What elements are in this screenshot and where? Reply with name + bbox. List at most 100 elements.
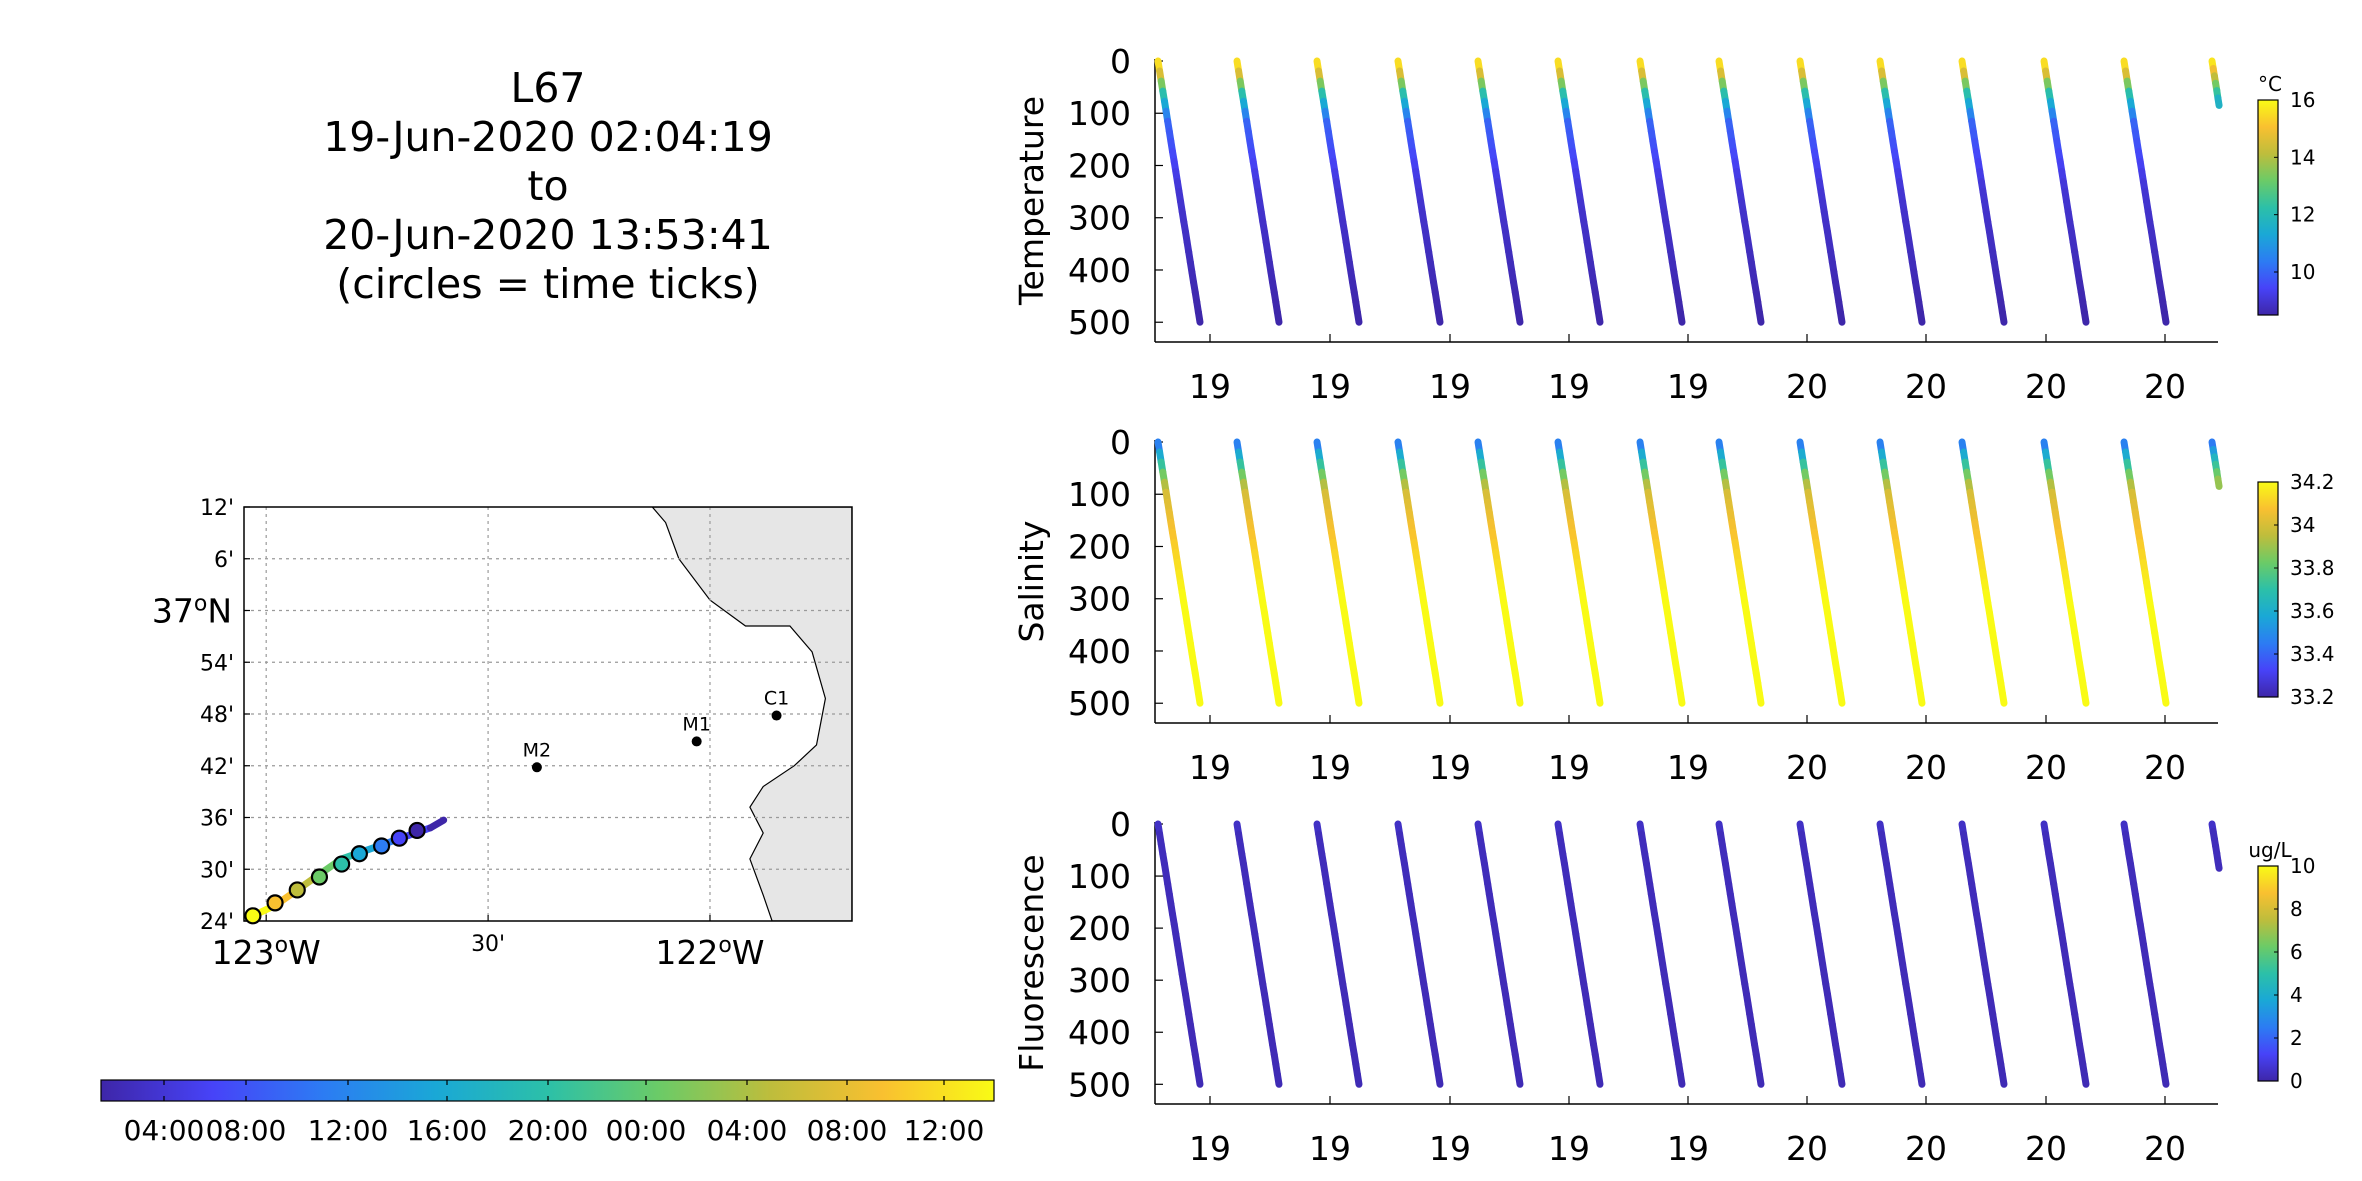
profile-segment — [1194, 1070, 1204, 1088]
title-to: to — [527, 162, 569, 210]
panel-colorbar-tick-label: 14 — [2290, 145, 2315, 169]
profile-trace — [1474, 820, 1524, 1088]
map-x-tick-label: 30' — [471, 932, 505, 957]
profile-segment — [1998, 1070, 2008, 1088]
map-y-tick-label: 36' — [200, 807, 234, 832]
profile-segment — [2214, 857, 2223, 872]
panel-colorbar-tick-label: 10 — [2290, 854, 2315, 878]
profile-segment — [1594, 308, 1604, 326]
panel-x-tick-label: 19 — [1429, 748, 1471, 787]
panel-x-tick-label: 20 — [2144, 367, 2186, 406]
panel-colorbar-tick-label: 34 — [2290, 513, 2315, 537]
profile-segment — [1434, 689, 1444, 707]
profile-trace — [1154, 438, 1204, 707]
map-y-tick-label: 24' — [200, 910, 234, 935]
panel-x-tick-label: 19 — [1309, 367, 1351, 406]
station-label: M2 — [523, 739, 551, 761]
map-y-tick-label: 37oN — [152, 592, 232, 631]
profile-segment — [1836, 689, 1846, 707]
panel-y-tick-label: 0 — [1110, 423, 1131, 462]
panel-colorbar-tick-label: 33.4 — [2290, 642, 2335, 666]
time-tick-circle — [390, 829, 408, 847]
panel-x-tick-label: 20 — [2144, 748, 2186, 787]
temperature-panel: 0 100 200 300 400 500 Temperature 19 19 19 19 19 20 2… — [1012, 42, 2315, 406]
profile-trace — [1474, 57, 1524, 326]
panel-x-tick-label: 19 — [1667, 1129, 1709, 1168]
profile-segment — [1916, 1070, 1926, 1088]
profile-segment — [1194, 689, 1204, 707]
panel-x-tick-label: 19 — [1548, 1129, 1590, 1168]
profile-segment — [1434, 1070, 1444, 1088]
profile-segment — [1998, 308, 2008, 326]
panel-y-tick-label: 0 — [1110, 42, 1131, 81]
map-y-tick-label: 54' — [200, 651, 234, 676]
profile-segment — [2160, 308, 2170, 326]
profile-segment — [2080, 308, 2090, 326]
map-x-tick-label: 123oW — [212, 933, 321, 972]
profile-trace — [1715, 438, 1765, 707]
profile-segment — [1836, 1070, 1846, 1088]
panel-colorbar-tick-label: 8 — [2290, 897, 2303, 921]
title-glider: L67 — [510, 64, 586, 112]
profile-trace — [1313, 820, 1363, 1088]
panel-y-tick-label: 200 — [1068, 527, 1131, 566]
time-colorbar-tick-label: 08:00 — [206, 1114, 287, 1147]
profile-trace — [1876, 438, 1926, 707]
time-colorbar-tick-label: 04:00 — [124, 1114, 205, 1147]
profile-segment — [1836, 308, 1846, 326]
profile-segment — [1676, 1070, 1686, 1088]
profile-segment — [1916, 689, 1926, 707]
profile-trace — [1958, 438, 2008, 707]
profile-segment — [1594, 1070, 1604, 1088]
profile-trace — [1636, 57, 1686, 326]
panel-colorbar-tick-label: 33.2 — [2290, 685, 2335, 709]
station-marker — [771, 710, 782, 721]
profile-trace — [1313, 438, 1363, 707]
map-y-tick-label: 48' — [200, 703, 234, 728]
time-tick-circle — [288, 881, 306, 899]
profile-segment — [1676, 308, 1686, 326]
profile-segment — [1676, 689, 1686, 707]
panel-x-tick-label: 19 — [1667, 748, 1709, 787]
panel-x-tick-label: 20 — [1905, 367, 1947, 406]
panel-x-tick-label: 19 — [1189, 1129, 1231, 1168]
panel-y-tick-label: 500 — [1068, 1065, 1131, 1104]
profile-trace — [1394, 820, 1444, 1088]
station-label: M1 — [682, 713, 710, 735]
profile-trace — [2040, 57, 2090, 326]
panel-y-tick-label: 400 — [1068, 1013, 1131, 1052]
panel-colorbar — [2257, 865, 2279, 1082]
profile-trace — [1554, 57, 1604, 326]
profile-segment — [1273, 1070, 1283, 1088]
time-tick-circle — [333, 855, 351, 873]
panel-colorbar-tick-label: 6 — [2290, 940, 2303, 964]
profile-trace — [1394, 57, 1444, 326]
figure-title: L67 19-Jun-2020 02:04:19 to 20-Jun-2020 … — [238, 64, 858, 309]
profile-trace — [2208, 820, 2223, 872]
profile-segment — [2214, 94, 2223, 109]
profile-trace — [1313, 57, 1363, 326]
time-tick-circle — [310, 868, 329, 886]
panel-colorbar-tick-label: 12 — [2290, 203, 2315, 227]
track-segment — [426, 816, 448, 832]
profile-trace — [1636, 438, 1686, 707]
panel-x-tick-label: 19 — [1429, 367, 1471, 406]
profile-segment — [1514, 308, 1524, 326]
time-colorbar-tick-label: 16:00 — [407, 1114, 488, 1147]
panel-y-label: Fluorescence — [1012, 854, 1051, 1071]
time-tick-circle — [350, 845, 368, 863]
map-y-tick-label: 6' — [214, 548, 234, 573]
profile-trace — [2208, 57, 2223, 109]
profile-segment — [2214, 475, 2223, 490]
panel-x-tick-label: 19 — [1548, 748, 1590, 787]
profile-trace — [2208, 438, 2223, 490]
panel-x-tick-label: 20 — [1905, 748, 1947, 787]
profile-segment — [1755, 1070, 1765, 1088]
salinity-panel: 0 100 200 300 400 500 Salinity 19 19 19 19 19 20 20 20… — [1012, 423, 2335, 787]
profile-trace — [1474, 438, 1524, 707]
panel-y-tick-label: 400 — [1068, 632, 1131, 671]
panel-x-tick-label: 19 — [1309, 1129, 1351, 1168]
profile-trace — [2120, 438, 2170, 707]
